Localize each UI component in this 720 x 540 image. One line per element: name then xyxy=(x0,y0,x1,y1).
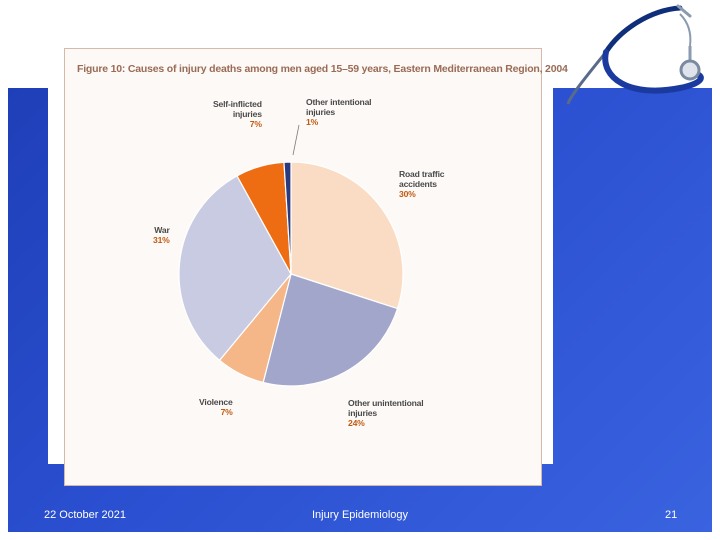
slice-percent: 24% xyxy=(348,418,365,428)
slice-label: Violence 7% xyxy=(199,397,233,417)
chart-title: Figure 10: Causes of injury deaths among… xyxy=(77,63,568,75)
slice-label-text: Violence xyxy=(199,397,233,407)
slice-percent: 1% xyxy=(306,117,319,127)
slice-percent: 7% xyxy=(220,407,233,417)
footer-date: 22 October 2021 xyxy=(44,509,126,521)
slice-label-text: accidents xyxy=(399,179,437,189)
slice-percent: 31% xyxy=(153,235,170,245)
footer-title: Injury Epidemiology xyxy=(312,509,408,521)
slice-label: Self-inflicted injuries 7% xyxy=(213,99,262,129)
figure-card: Figure 10: Causes of injury deaths among… xyxy=(48,40,568,486)
slice-label-text: Other intentional xyxy=(306,97,372,107)
slice-percent: 7% xyxy=(249,119,262,129)
pie-slice xyxy=(262,273,399,387)
slice-label-text: War xyxy=(154,225,170,235)
slice-label-text: injuries xyxy=(232,109,262,119)
slice-percent: 30% xyxy=(399,189,416,199)
slice-label: War 31% xyxy=(153,225,170,245)
pie-slice xyxy=(290,161,404,310)
stethoscope-icon xyxy=(566,4,704,105)
slice-label-text: Other unintentional xyxy=(348,398,424,408)
leader-line xyxy=(292,124,300,156)
slice-label-text: injuries xyxy=(306,107,335,117)
slice-label-text: injuries xyxy=(348,408,377,418)
pie-chart xyxy=(178,124,404,387)
slice-label: Road traffic accidents 30% xyxy=(399,169,445,199)
slice-label-text: Self-inflicted xyxy=(213,99,262,109)
pie-slice xyxy=(178,175,292,362)
figure-frame: Figure 10: Causes of injury deaths among… xyxy=(64,48,568,486)
slice-label: Other unintentional injuries 24% xyxy=(348,398,424,428)
pie-slice xyxy=(283,161,292,275)
footer-page-number: 21 xyxy=(665,509,678,521)
slice-label-text: Road traffic xyxy=(399,169,445,179)
slice-label: Other intentional injuries 1% xyxy=(306,97,372,127)
